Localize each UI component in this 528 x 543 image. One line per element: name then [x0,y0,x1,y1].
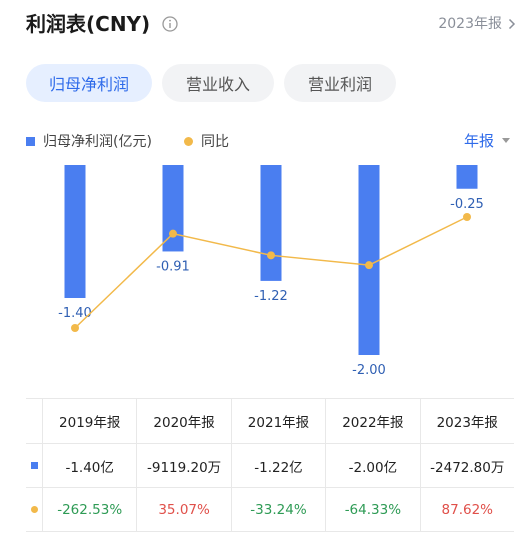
bar-1 [162,165,184,252]
bar-value-label-1: -0.91 [156,259,190,274]
col-header: 2023年报 [419,399,514,443]
tab-operating-profit[interactable]: 营业利润 [284,64,396,102]
profit-cell: -1.40亿 [42,444,136,487]
col-header: 2021年报 [230,399,325,443]
bar-4 [456,165,478,189]
bar-3 [358,165,380,355]
bar-value-label-3: -2.00 [352,363,386,378]
dropdown-arrow-icon [502,138,510,143]
yoy-point-4 [463,213,471,221]
yoy-cell: 87.62% [419,488,514,531]
data-table: 2019年报 2020年报 2021年报 2022年报 2023年报 -1.40… [26,398,514,532]
line-series-swatch [184,136,193,146]
yoy-cell: -33.24% [230,488,325,531]
row-marker-bar [26,444,42,487]
legend-line-label: 同比 [201,134,229,150]
report-header: 利润表(CNY) 2023年报 [26,10,516,40]
yoy-cell: -64.33% [325,488,419,531]
col-header: 2019年报 [42,399,136,443]
chevron-right-icon [508,18,516,30]
col-header: 2022年报 [325,399,419,443]
bar-2 [260,165,282,281]
period-type-select[interactable]: 年报 [464,130,510,151]
legend-bar-series: 归母净利润(亿元) [26,130,152,152]
report-period-link[interactable]: 2023年报 [438,14,516,34]
tab-net-profit[interactable]: 归母净利润 [26,64,152,102]
bar-value-label-4: -0.25 [450,197,484,212]
profit-cell: -2.00亿 [325,444,419,487]
bar-0 [64,165,86,298]
yoy-point-0 [71,324,79,332]
yoy-cell: 35.07% [136,488,230,531]
bar-series-swatch [26,136,35,146]
metric-tabs: 归母净利润 营业收入 营业利润 [26,64,396,102]
row-marker-line [26,488,42,531]
table-header-row: 2019年报 2020年报 2021年报 2022年报 2023年报 [26,399,514,443]
report-period-label: 2023年报 [438,16,502,32]
yoy-point-3 [365,261,373,270]
yoy-cell: -262.53% [42,488,136,531]
col-header: 2020年报 [136,399,230,443]
profit-cell: -9119.20万 [136,444,230,487]
table-row-net-profit: -1.40亿 -9119.20万 -1.22亿 -2.00亿 -2472.80万 [26,443,514,487]
tab-revenue[interactable]: 营业收入 [162,64,274,102]
yoy-point-2 [267,251,275,260]
yoy-point-1 [169,229,177,238]
info-icon[interactable] [162,16,178,32]
page-title: 利润表(CNY) [26,12,151,36]
legend-line-series: 同比 [184,130,229,152]
chart-legend: 归母净利润(亿元) 同比 年报 [26,130,510,152]
profit-chart: -1.40 -0.91 -1.22 -2.00 -0.25 [58,165,484,378]
period-type-value: 年报 [463,132,494,150]
profit-cell: -2472.80万 [419,444,514,487]
table-row-yoy: -262.53% 35.07% -33.24% -64.33% 87.62% [26,487,514,531]
bar-value-label-2: -1.22 [254,289,288,304]
bar-value-label-0: -1.40 [58,306,92,321]
table-corner-cell [26,399,42,443]
legend-bar-label: 归母净利润(亿元) [43,134,152,150]
profit-cell: -1.22亿 [230,444,325,487]
